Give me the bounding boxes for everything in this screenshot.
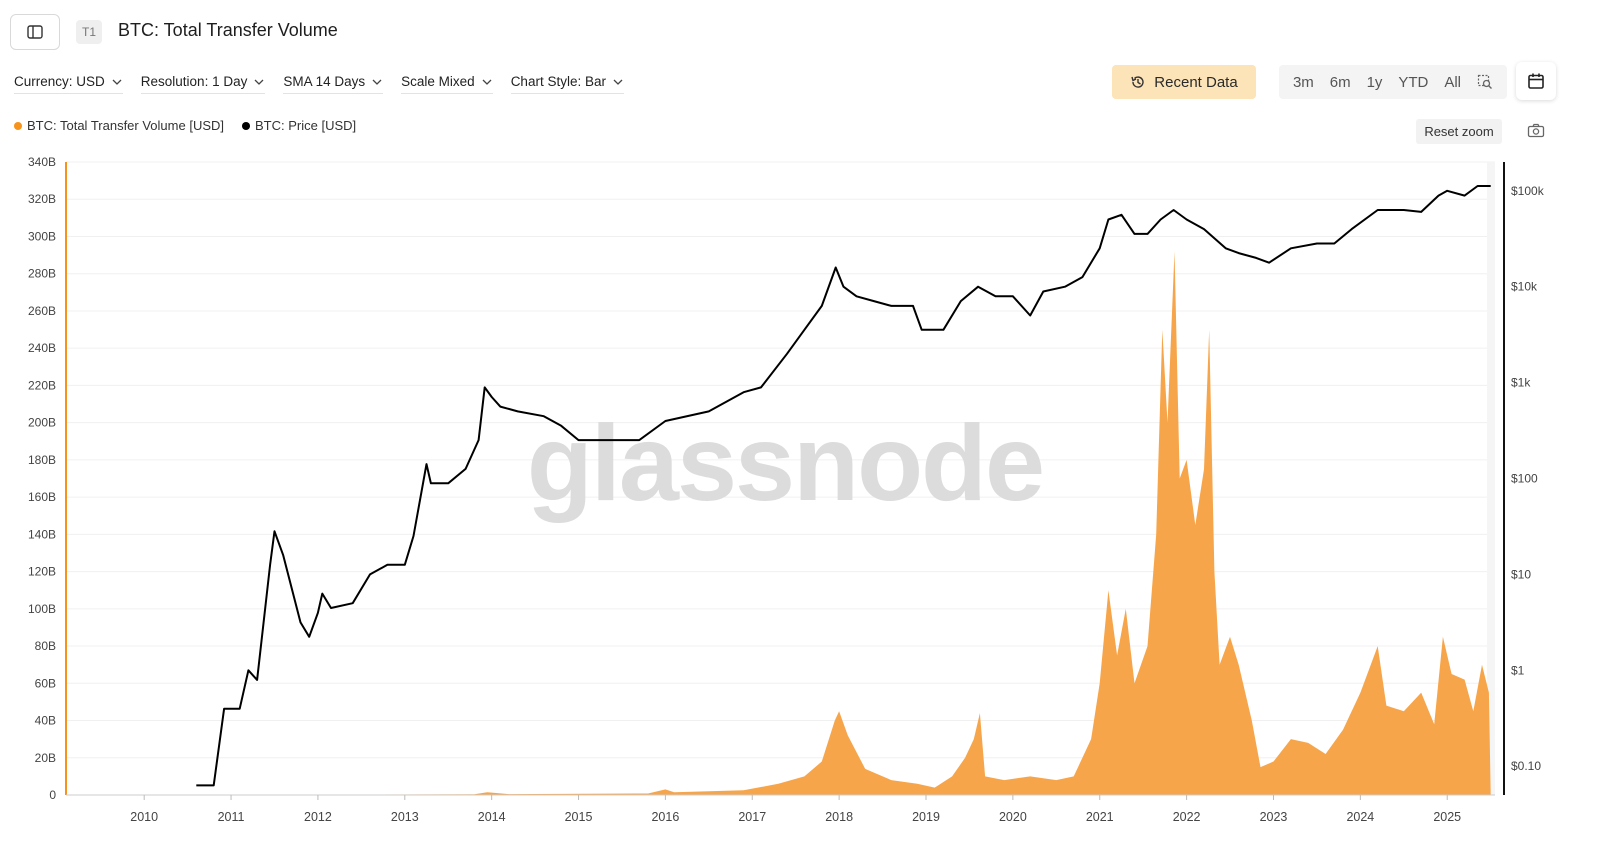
history-icon xyxy=(1131,76,1144,88)
recent-data-button[interactable]: Recent Data xyxy=(1112,65,1256,99)
resolution-label: Resolution: 1 Day xyxy=(140,74,248,89)
y-right-tick-label: $1k xyxy=(1511,376,1531,390)
x-tick-label: 2012 xyxy=(304,810,332,824)
chart-style-dropdown[interactable]: Chart Style: Bar xyxy=(510,74,624,94)
chart-toolbar: Currency: USD Resolution: 1 Day SMA 14 D… xyxy=(14,70,624,98)
sidebar-toggle-icon xyxy=(27,25,43,39)
legend-item-volume[interactable]: BTC: Total Transfer Volume [USD] xyxy=(14,118,224,133)
calendar-icon xyxy=(1528,73,1544,89)
y-left-tick-label: 280B xyxy=(28,267,56,281)
y-left-tick-label: 200B xyxy=(28,416,56,430)
y-left-tick-label: 320B xyxy=(28,192,56,206)
calendar-button[interactable] xyxy=(1516,62,1556,100)
y-left-tick-label: 120B xyxy=(28,565,56,579)
resolution-dropdown[interactable]: Resolution: 1 Day xyxy=(140,74,266,94)
y-left-tick-label: 100B xyxy=(28,602,56,616)
legend-label-price: BTC: Price [USD] xyxy=(255,118,357,133)
y-right-tick-label: $0.10 xyxy=(1511,759,1541,773)
y-left-tick-label: 60B xyxy=(35,676,56,690)
x-tick-label: 2016 xyxy=(651,810,679,824)
y-left-tick-label: 340B xyxy=(28,155,56,169)
sma-dropdown[interactable]: SMA 14 Days xyxy=(283,74,384,94)
y-left-tick-label: 300B xyxy=(28,229,56,243)
y-left-tick-label: 140B xyxy=(28,527,56,541)
x-tick-label: 2021 xyxy=(1086,810,1114,824)
sma-label: SMA 14 Days xyxy=(283,74,366,89)
scale-label: Scale Mixed xyxy=(401,74,475,89)
price-line xyxy=(196,185,1491,787)
camera-icon[interactable] xyxy=(1526,121,1546,141)
range-all-button[interactable]: All xyxy=(1444,73,1461,91)
watermark-text: glassnode xyxy=(527,402,1043,523)
legend-dot-volume xyxy=(14,121,22,130)
y-right-tick-label: $100k xyxy=(1511,184,1545,198)
x-tick-label: 2025 xyxy=(1433,810,1461,824)
recent-data-label: Recent Data xyxy=(1154,73,1238,91)
volume-area xyxy=(57,251,1491,795)
x-tick-label: 2023 xyxy=(1260,810,1288,824)
zoom-select-icon[interactable] xyxy=(1477,74,1493,90)
y-left-tick-label: 260B xyxy=(28,304,56,318)
chevron-down-icon xyxy=(482,79,492,85)
x-tick-label: 2013 xyxy=(391,810,419,824)
y-left-tick-label: 0 xyxy=(49,788,56,802)
y-left-tick-label: 40B xyxy=(35,714,56,728)
range-6m-button[interactable]: 6m xyxy=(1329,73,1351,91)
recent-band xyxy=(1487,162,1495,795)
y-left-tick-label: 20B xyxy=(35,751,56,765)
y-right-tick-label: $1 xyxy=(1511,663,1525,677)
transfer-volume-chart[interactable]: 0 20B 40B 60B 80B 100B 120B 140B 160B 180B 200B 220… xyxy=(0,150,1600,850)
chevron-down-icon xyxy=(112,79,122,85)
legend-label-volume: BTC: Total Transfer Volume [USD] xyxy=(27,118,224,133)
currency-dropdown[interactable]: Currency: USD xyxy=(14,74,123,94)
x-tick-label: 2010 xyxy=(130,810,158,824)
y-left-tick-label: 240B xyxy=(28,341,56,355)
chevron-down-icon xyxy=(613,79,623,85)
chart-legend: BTC: Total Transfer Volume [USD] BTC: Pr… xyxy=(14,118,356,133)
range-3m-button[interactable]: 3m xyxy=(1292,73,1314,91)
header: T1 BTC: Total Transfer Volume xyxy=(0,0,1600,64)
x-tick-label: 2019 xyxy=(912,810,940,824)
range-1y-button[interactable]: 1y xyxy=(1366,73,1383,91)
x-tick-label: 2020 xyxy=(999,810,1027,824)
legend-dot-price xyxy=(242,121,250,130)
y-left-tick-label: 220B xyxy=(28,378,56,392)
page-title: BTC: Total Transfer Volume xyxy=(118,20,338,40)
y-left-tick-label: 180B xyxy=(28,453,56,467)
chevron-down-icon xyxy=(372,79,382,85)
x-tick-label: 2014 xyxy=(478,810,506,824)
currency-label: Currency: USD xyxy=(14,74,105,89)
range-selector: 3m 6m 1y YTD All xyxy=(1279,65,1507,99)
y-left-tick-label: 80B xyxy=(35,639,56,653)
scale-dropdown[interactable]: Scale Mixed xyxy=(401,74,493,94)
x-tick-label: 2011 xyxy=(218,810,245,824)
x-tick-label: 2015 xyxy=(565,810,593,824)
range-ytd-button[interactable]: YTD xyxy=(1398,73,1429,91)
tier-badge: T1 xyxy=(76,20,102,44)
y-right-tick-label: $10k xyxy=(1511,280,1538,294)
x-tick-label: 2022 xyxy=(1173,810,1201,824)
x-tick-label: 2017 xyxy=(738,810,766,824)
x-tick-label: 2024 xyxy=(1346,810,1374,824)
y-right-tick-label: $10 xyxy=(1511,567,1531,581)
chevron-down-icon xyxy=(254,79,264,85)
reset-zoom-button[interactable]: Reset zoom xyxy=(1416,119,1502,144)
y-left-tick-label: 160B xyxy=(28,490,56,504)
legend-item-price[interactable]: BTC: Price [USD] xyxy=(242,118,356,133)
chart-style-label: Chart Style: Bar xyxy=(510,74,606,89)
sidebar-toggle-button[interactable] xyxy=(10,14,60,50)
y-right-tick-label: $100 xyxy=(1511,472,1538,486)
x-tick-label: 2018 xyxy=(825,810,853,824)
